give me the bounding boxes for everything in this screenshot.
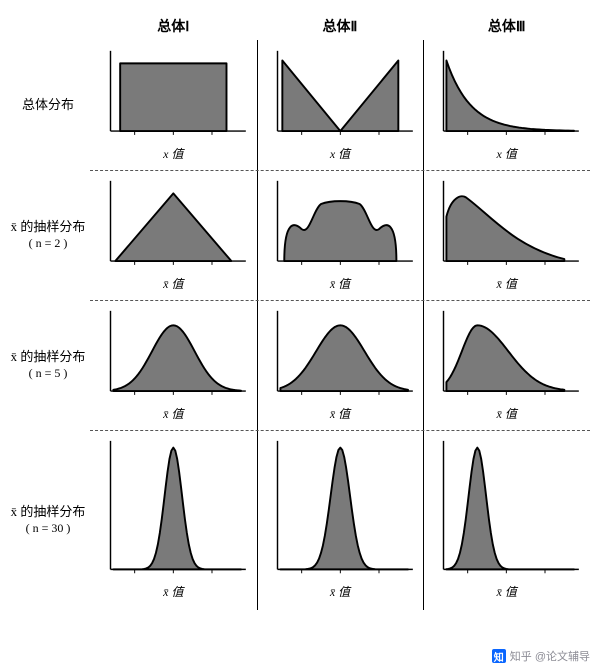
column-header-2: 总体Ⅱ <box>257 16 424 40</box>
row-label-1-text: 总体分布 <box>22 97 74 114</box>
dist-v-shape <box>263 46 418 143</box>
dist-skew-right <box>429 176 584 273</box>
x-label: x 值 <box>497 145 517 162</box>
x-label: x̄ 值 <box>330 583 350 600</box>
dist-bimodal-dome <box>263 176 418 273</box>
x-label: x̄ 值 <box>497 405 517 422</box>
row-label-1: 总体分布 <box>10 40 90 170</box>
column-header-1: 总体Ⅰ <box>90 16 257 40</box>
dist-bell-skew-n5 <box>429 306 584 403</box>
dist-uniform <box>96 46 251 143</box>
plot-r3c1: x̄ 值 <box>90 300 257 430</box>
row-label-2-main: x̄ 的抽样分布 <box>11 219 86 236</box>
row-label-4: x̄ 的抽样分布 ( n = 30 ) <box>10 430 90 610</box>
x-label: x̄ 值 <box>330 275 350 292</box>
column-header-3: 总体Ⅲ <box>423 16 590 40</box>
plot-r1c1: x 值 <box>90 40 257 170</box>
plot-r4c2: x̄ 值 <box>257 430 424 610</box>
chart-grid: 总体Ⅰ 总体Ⅱ 总体Ⅲ 总体分布 x 值 x 值 x 值 x̄ 的抽样分布 ( … <box>10 10 590 610</box>
row-label-4-sub: ( n = 30 ) <box>26 521 71 537</box>
x-label: x̄ 值 <box>497 275 517 292</box>
plot-r4c3: x̄ 值 <box>423 430 590 610</box>
row-label-2: x̄ 的抽样分布 ( n = 2 ) <box>10 170 90 300</box>
plot-r3c3: x̄ 值 <box>423 300 590 430</box>
row-separator-3 <box>90 430 590 431</box>
row-separator-2 <box>90 300 590 301</box>
zhihu-logo-icon: 知 <box>492 649 506 663</box>
x-label: x̄ 值 <box>163 405 183 422</box>
row-label-3-main: x̄ 的抽样分布 <box>11 349 86 366</box>
row-label-3: x̄ 的抽样分布 ( n = 5 ) <box>10 300 90 430</box>
dist-narrow-bell-1 <box>96 436 251 581</box>
x-label: x 值 <box>163 145 183 162</box>
plot-r1c3: x 值 <box>423 40 590 170</box>
plot-r1c2: x 值 <box>257 40 424 170</box>
dist-exponential <box>429 46 584 143</box>
dist-triangle <box>96 176 251 273</box>
row-label-4-main: x̄ 的抽样分布 <box>11 504 86 521</box>
dist-bell-n5-1 <box>96 306 251 403</box>
plot-r2c1: x̄ 值 <box>90 170 257 300</box>
row-separator-1 <box>90 170 590 171</box>
plot-r2c3: x̄ 值 <box>423 170 590 300</box>
dist-narrow-bell-2 <box>263 436 418 581</box>
x-label: x̄ 值 <box>497 583 517 600</box>
x-label: x̄ 值 <box>163 275 183 292</box>
row-label-3-sub: ( n = 5 ) <box>29 366 68 382</box>
column-separator-2 <box>423 40 424 610</box>
column-separator-1 <box>257 40 258 610</box>
dist-bell-n5-2 <box>263 306 418 403</box>
row-label-2-sub: ( n = 2 ) <box>29 236 68 252</box>
dist-narrow-bell-3 <box>429 436 584 581</box>
x-label: x 值 <box>330 145 350 162</box>
x-label: x̄ 值 <box>330 405 350 422</box>
plot-r4c1: x̄ 值 <box>90 430 257 610</box>
plot-r3c2: x̄ 值 <box>257 300 424 430</box>
x-label: x̄ 值 <box>163 583 183 600</box>
plot-r2c2: x̄ 值 <box>257 170 424 300</box>
